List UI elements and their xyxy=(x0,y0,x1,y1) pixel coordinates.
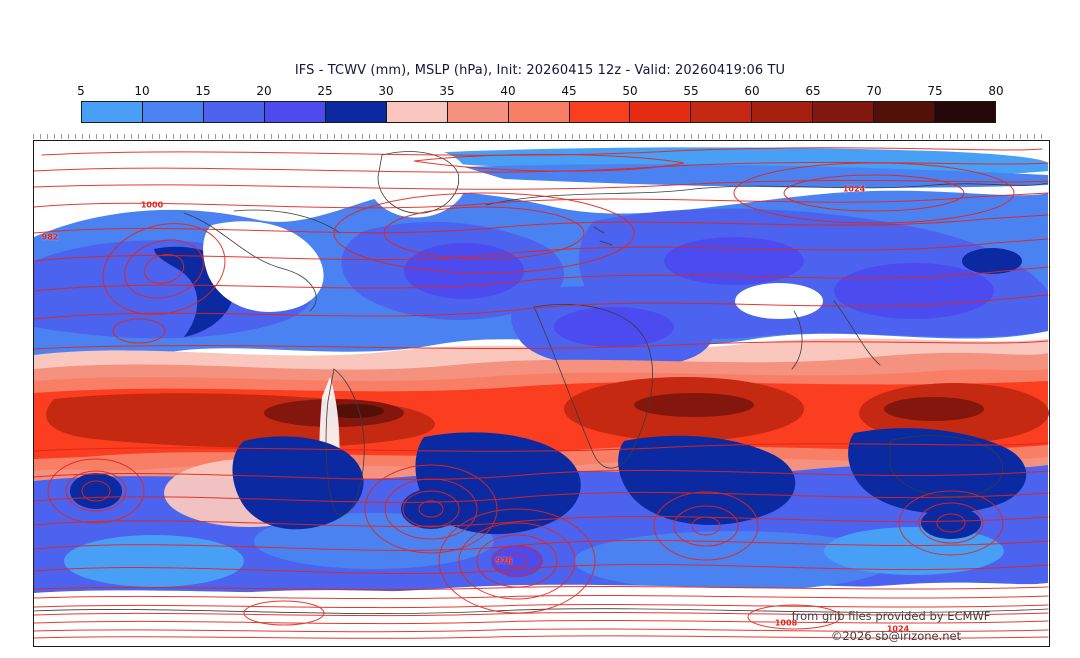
credit-copyright: ©2026 sb@irizone.net xyxy=(830,629,962,643)
mslp-contour-label: 1000 xyxy=(140,200,164,210)
map-longitude-ticks xyxy=(33,134,1048,139)
map-canvas xyxy=(34,141,1049,646)
colorbar-tick-label: 20 xyxy=(256,84,272,98)
colorbar-cell xyxy=(203,102,265,122)
colorbar-tick-label: 30 xyxy=(378,84,394,98)
page-title: IFS - TCWV (mm), MSLP (hPa), Init: 20260… xyxy=(294,63,786,78)
mslp-contour-label: 1008 xyxy=(774,618,798,628)
colorbar-tick-label: 45 xyxy=(561,84,577,98)
colorbar-tick-label: 40 xyxy=(500,84,516,98)
colorbar-tick-label: 80 xyxy=(988,84,1004,98)
colorbar-cell xyxy=(813,102,875,122)
colorbar-cell xyxy=(325,102,387,122)
mslp-contour-label: 1024 xyxy=(886,624,910,634)
colorbar-tick-label: 25 xyxy=(317,84,333,98)
colorbar-cell xyxy=(386,102,448,122)
colorbar-cell xyxy=(508,102,570,122)
colorbar-tick-label: 70 xyxy=(866,84,882,98)
mslp-contour-label: 982 xyxy=(41,232,59,242)
colorbar-tick-label: 35 xyxy=(439,84,455,98)
tcwv-shading xyxy=(34,146,1049,646)
colorbar-tick-label: 5 xyxy=(77,84,85,98)
colorbar-cell xyxy=(447,102,509,122)
mslp-contours xyxy=(34,147,1049,639)
colorbar-tick-label: 75 xyxy=(927,84,943,98)
colorbar-tick-label: 15 xyxy=(195,84,211,98)
colorbar-cell xyxy=(752,102,814,122)
colorbar-tick-labels: 5 10 15 20 25 30 35 40 45 50 55 60 65 70… xyxy=(0,84,1080,98)
tcwv-colorbar xyxy=(81,101,996,123)
colorbar-tick-label: 50 xyxy=(622,84,638,98)
colorbar-cell xyxy=(142,102,204,122)
colorbar-cell xyxy=(264,102,326,122)
colorbar-cell xyxy=(935,102,996,122)
colorbar-cell xyxy=(874,102,936,122)
colorbar-tick-label: 10 xyxy=(134,84,150,98)
mslp-contour-label: 976 xyxy=(495,556,513,566)
weather-map: 982 1000 1024 976 1008 1024 from grib fi… xyxy=(33,140,1050,647)
colorbar-cell xyxy=(569,102,631,122)
mslp-contour-label: 1024 xyxy=(842,184,866,194)
credit-source: from grib files provided by ECMWF xyxy=(791,609,991,623)
colorbar-cell xyxy=(691,102,753,122)
colorbar-cell xyxy=(82,102,143,122)
colorbar-tick-label: 55 xyxy=(683,84,699,98)
colorbar-tick-label: 60 xyxy=(744,84,760,98)
colorbar-cell xyxy=(630,102,692,122)
colorbar-tick-label: 65 xyxy=(805,84,821,98)
